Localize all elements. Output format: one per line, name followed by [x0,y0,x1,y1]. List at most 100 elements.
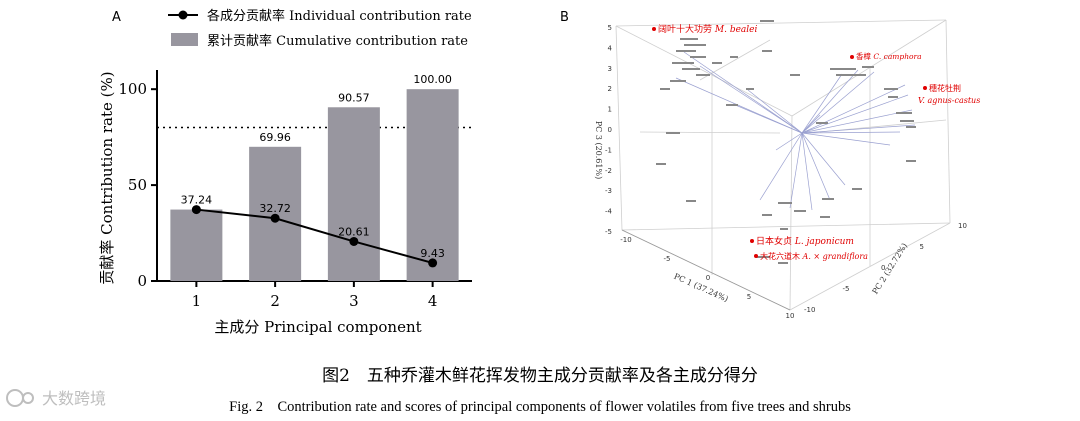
panel-b-label: B [560,10,569,25]
bar-value-label: 100.00 [413,73,452,86]
pc1-ticks: -10 -5 0 5 10 [620,236,794,320]
x-tick-label: 2 [270,292,280,310]
species-latin-name: C. camphora [873,52,921,61]
pc2-tick-label: -5 [843,285,850,293]
x-tick-label: 4 [428,292,438,310]
y-tick-label: 50 [128,176,147,194]
pc3-tick-label: 5 [608,24,612,32]
pc1-tick-label: 0 [706,274,710,282]
x-ticks: 1 2 3 4 [192,281,438,310]
point-value-label: 37.24 [181,194,213,207]
species-point [850,55,854,59]
individual-point [349,236,359,246]
watermark-logo-icon [6,389,24,407]
individual-line [196,208,433,264]
point-value-label: 32.72 [259,202,291,215]
caption-cn: 图2 五种乔灌木鲜花挥发物主成分贡献率及各主成分得分 [322,366,758,386]
pc2-ticks: -10 -5 0 5 10 [804,222,967,314]
point-value-label: 9.43 [420,247,445,260]
y-tick-label: 0 [137,272,147,290]
legend-individual-label: 各成分贡献率 Individual contribution rate [207,8,472,24]
bars [170,89,459,282]
individual-point [270,213,280,223]
pc1-tick-label: 5 [747,293,751,301]
pc2-tick-label: 0 [881,264,885,272]
species-a-grandiflora: 大花六道木 A. × grandiflora [754,251,868,261]
species-points: 阔叶十大功劳 M. bealei 香樟 C. camphora 穗花牡荆 V. … [652,23,980,261]
species-m-bealei: 阔叶十大功劳 M. bealei [652,23,757,35]
species-point [923,86,927,90]
bar-line-chart: 0 50 100 69.96 90.57 100.00 37.24 32.72 20.61 9… [118,70,472,310]
species-point [754,254,758,258]
watermark-text: 大数跨境 [42,389,106,408]
species-cn-name: 日本女贞 [756,235,792,247]
watermark-logo-icon-2 [22,392,34,404]
x-tick-label: 1 [192,292,202,310]
pc2-axis-title: PC 2 (32.72%) [871,242,910,296]
caption-en: Fig. 2 Contribution rate and scores of p… [229,399,851,415]
species-c-camphora: 香樟 C. camphora [850,51,922,61]
svg-text:大花六道木 A. × grandiflora: 大花六道木 A. × grandiflora [760,251,868,261]
species-v-agnus-castus: 穗花牡荆 V. agnus-castus [918,83,980,105]
legend: 各成分贡献率 Individual contribution rate 累计贡献… [168,8,472,49]
box-frame [615,19,951,311]
y-tick-label: 100 [118,80,147,98]
pc1-axis-line [621,229,791,311]
pc3-tick-label: -3 [605,187,612,195]
variable-label-clutter [656,20,916,264]
pc3-tick-label: -4 [605,208,613,216]
species-cn-name: 穗花牡荆 [929,83,961,93]
pc3-tick-label: 1 [608,106,612,114]
legend-cumulative-label: 累计贡献率 Cumulative contribution rate [207,33,468,49]
individual-point [191,205,201,215]
svg-text:日本女贞 L. japonicum: 日本女贞 L. japonicum [756,235,854,247]
loading-vectors [675,51,916,211]
pc1-tick-label: -10 [620,236,631,244]
pc3-tick-label: -1 [605,146,612,154]
species-latin-name: V. agnus-castus [918,96,980,105]
cumulative-bar [406,89,459,281]
species-cn-name: 大花六道木 [760,251,800,261]
species-point [750,239,754,243]
species-latin-name: M. bealei [714,25,758,35]
pc3-tick-label: 3 [608,65,612,73]
svg-text:阔叶十大功劳 M. bealei: 阔叶十大功劳 M. bealei [658,23,757,35]
species-latin-name: L. japonicum [794,237,854,247]
x-tick-label: 3 [349,292,359,310]
pc3-tick-label: -2 [605,167,612,175]
y-ticks: 0 50 100 [118,80,157,290]
pc2-tick-label: 10 [958,222,967,230]
legend-bar-swatch [171,33,198,46]
species-point [652,27,656,31]
species-l-japonicum: 日本女贞 L. japonicum [750,235,854,247]
pc3-tick-label: 0 [608,126,612,134]
pc1-tick-label: -5 [664,255,671,263]
pc3-tick-label: 4 [608,44,613,52]
pc2-tick-label: 5 [920,243,924,251]
bar-labels: 69.96 90.57 100.00 [259,73,452,144]
point-value-label: 20.61 [338,225,370,238]
cumulative-bar [170,209,223,281]
species-cn-name: 阔叶十大功劳 [658,23,712,35]
pc3-tick-label: 2 [608,85,612,93]
bar-value-label: 69.96 [259,131,291,144]
y-axis-title: 贡献率 Contribution rate (%) [98,71,116,284]
pc3-ticks: 5 4 3 2 1 0 -1 -2 -3 -4 -5 [605,24,613,236]
svg-text:香樟 C. camphora: 香樟 C. camphora [856,51,922,61]
bar-value-label: 90.57 [338,91,370,104]
x-axis-title: 主成分 Principal component [214,318,421,336]
pc1-tick-label: 10 [786,312,795,320]
pc2-tick-label: -10 [804,306,815,314]
line-points [191,205,438,268]
species-latin-name: A. × grandiflora [802,252,869,261]
point-labels: 37.24 32.72 20.61 9.43 [181,194,445,260]
cumulative-bar [327,107,380,282]
pc3-tick-label: -5 [605,228,612,236]
watermark: 大数跨境 [6,389,106,408]
pc1-axis-title: PC 1 (37.24%) [672,272,729,304]
species-cn-name: 香樟 [856,51,871,61]
individual-point [428,258,438,268]
panel-a-label: A [112,10,121,25]
